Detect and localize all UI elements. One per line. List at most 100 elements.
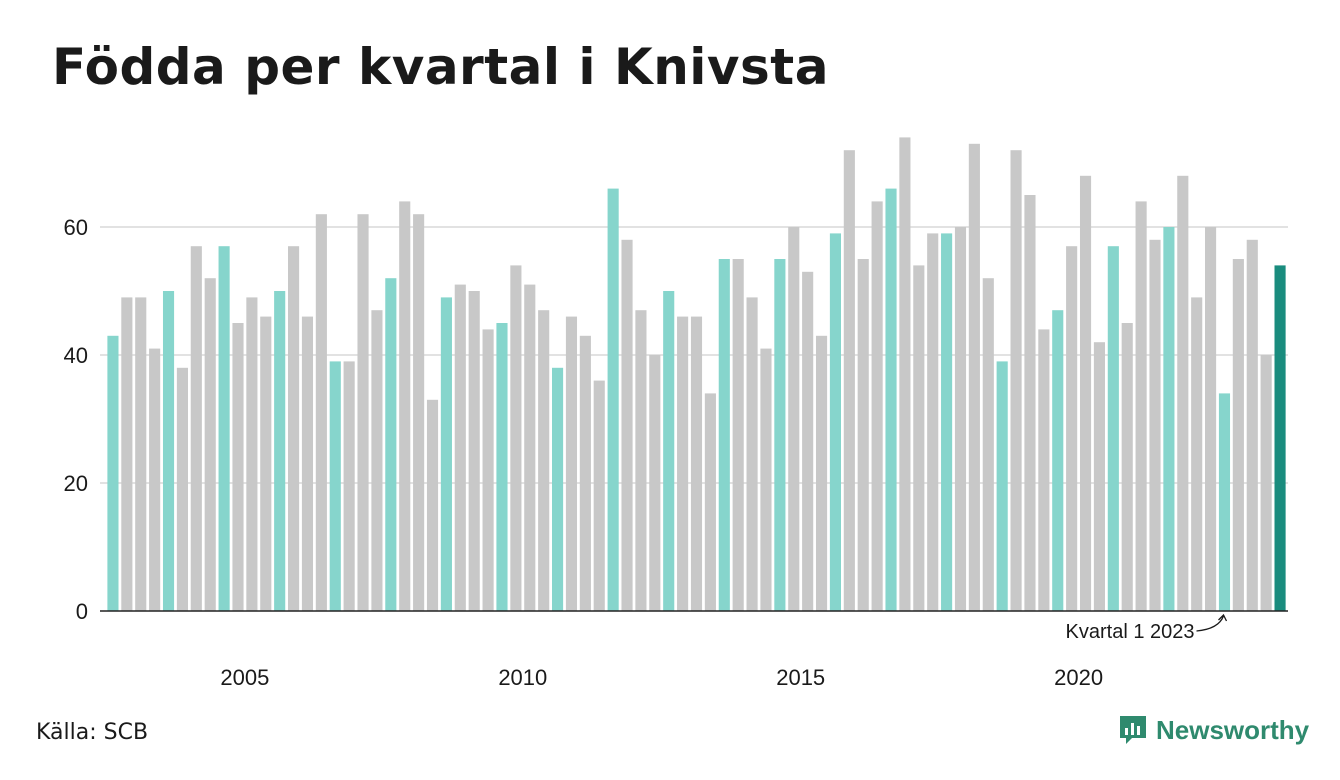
bar <box>1163 227 1175 611</box>
y-tick-label: 20 <box>64 471 88 496</box>
bar <box>621 239 633 612</box>
bar <box>440 297 452 611</box>
bar <box>829 233 841 611</box>
bar <box>413 214 425 611</box>
bar <box>162 291 175 611</box>
bar <box>1218 393 1231 611</box>
bar <box>690 316 703 611</box>
annotation-arrow <box>1196 613 1228 632</box>
annotation-label: Kvartal 1 2023 <box>1066 621 1195 643</box>
bar <box>1135 201 1147 611</box>
bar <box>260 316 272 611</box>
bar <box>1010 150 1022 611</box>
bar <box>288 246 300 611</box>
y-tick-label: 60 <box>64 215 88 240</box>
bar <box>357 214 369 611</box>
bar <box>635 310 647 611</box>
bar <box>746 297 758 611</box>
bar <box>663 291 675 611</box>
bar <box>399 201 411 611</box>
bar <box>1024 195 1036 611</box>
bar <box>1079 175 1092 612</box>
bar <box>843 150 855 611</box>
bar <box>815 335 828 611</box>
bar <box>121 297 133 611</box>
bar <box>1052 310 1064 611</box>
x-axis-ticks: 2005 2010 2015 2020 <box>220 665 1103 690</box>
bar <box>1038 329 1050 611</box>
bar <box>107 335 119 611</box>
bar <box>232 323 244 611</box>
bar <box>774 259 786 611</box>
bar <box>426 399 439 611</box>
bar <box>524 284 536 611</box>
bar <box>954 227 967 611</box>
bar <box>552 367 564 611</box>
bar <box>788 227 800 611</box>
bar <box>1093 342 1105 611</box>
bar <box>385 278 397 611</box>
bar <box>1107 246 1119 611</box>
bar <box>899 137 911 611</box>
bar <box>246 297 258 611</box>
bar <box>1177 175 1189 612</box>
y-axis-ticks: 0 20 40 60 <box>64 215 88 624</box>
bar <box>274 291 286 611</box>
bar <box>315 214 327 611</box>
bar <box>593 380 605 611</box>
bar <box>996 361 1008 611</box>
bar <box>371 310 383 611</box>
bar <box>454 284 466 611</box>
bar <box>704 393 716 611</box>
bar <box>204 278 216 611</box>
chart-title: Födda per kvartal i Knivsta <box>52 38 829 96</box>
newsworthy-logo-icon <box>1120 716 1146 744</box>
bar <box>982 278 994 611</box>
bar <box>1191 297 1203 611</box>
bar <box>885 188 897 611</box>
bar <box>579 335 591 611</box>
bar <box>510 265 522 611</box>
bar <box>538 310 550 611</box>
annotation: Kvartal 1 2023 <box>1066 613 1228 643</box>
bar <box>329 361 341 611</box>
bar <box>941 233 953 611</box>
x-tick-label: 2005 <box>220 665 269 690</box>
brand-logo: Newsworthy <box>1118 714 1309 746</box>
bar-chart: 0 20 40 60 2005 2010 2015 2020 Kvartal 1 2023 <box>64 137 1288 690</box>
bar <box>1205 227 1217 611</box>
bar <box>871 201 883 611</box>
x-tick-label: 2010 <box>498 665 547 690</box>
bar <box>1066 246 1078 611</box>
y-tick-label: 0 <box>76 599 88 624</box>
bar <box>1260 355 1272 611</box>
bar <box>857 259 869 611</box>
bar <box>343 361 355 611</box>
bar <box>468 291 480 611</box>
bar <box>1121 323 1133 611</box>
bar <box>218 246 230 611</box>
bar <box>1232 259 1244 611</box>
bar <box>565 316 578 611</box>
bar <box>649 355 661 611</box>
y-tick-label: 40 <box>64 343 88 368</box>
bars <box>107 137 1286 612</box>
bar <box>802 271 814 611</box>
bar <box>913 265 925 611</box>
x-tick-label: 2020 <box>1054 665 1103 690</box>
bar <box>149 348 161 611</box>
bar <box>482 329 494 611</box>
bar <box>1149 239 1161 612</box>
x-tick-label: 2015 <box>776 665 825 690</box>
bar <box>760 348 772 611</box>
bar <box>732 259 744 611</box>
bar <box>927 233 939 611</box>
bar <box>718 259 730 611</box>
bar <box>1246 239 1258 612</box>
bar <box>968 143 980 612</box>
bar <box>301 316 314 611</box>
bar <box>496 323 508 611</box>
bar <box>190 246 202 611</box>
source-note: Källa: SCB <box>36 720 149 745</box>
bar <box>135 297 147 611</box>
